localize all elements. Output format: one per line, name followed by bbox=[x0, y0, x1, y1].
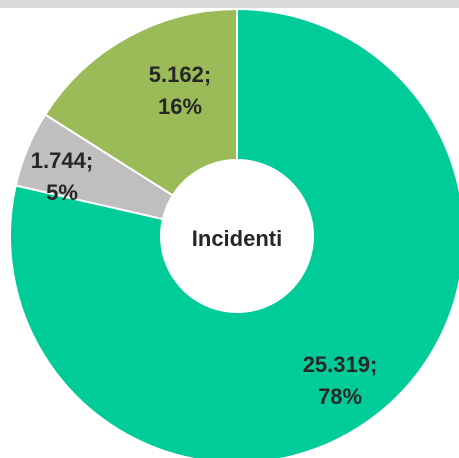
percent-label: 5% bbox=[46, 180, 78, 205]
percent-label: 16% bbox=[158, 94, 202, 119]
percent-label: 78% bbox=[318, 384, 362, 409]
donut-slice bbox=[9, 7, 459, 458]
value-label: 1.744; bbox=[31, 148, 93, 173]
center-label: Incidenti bbox=[192, 226, 282, 251]
value-label: 25.319; bbox=[303, 352, 378, 377]
top-border bbox=[0, 0, 459, 8]
donut-slice bbox=[43, 7, 238, 197]
value-label: 5.162; bbox=[149, 62, 211, 87]
